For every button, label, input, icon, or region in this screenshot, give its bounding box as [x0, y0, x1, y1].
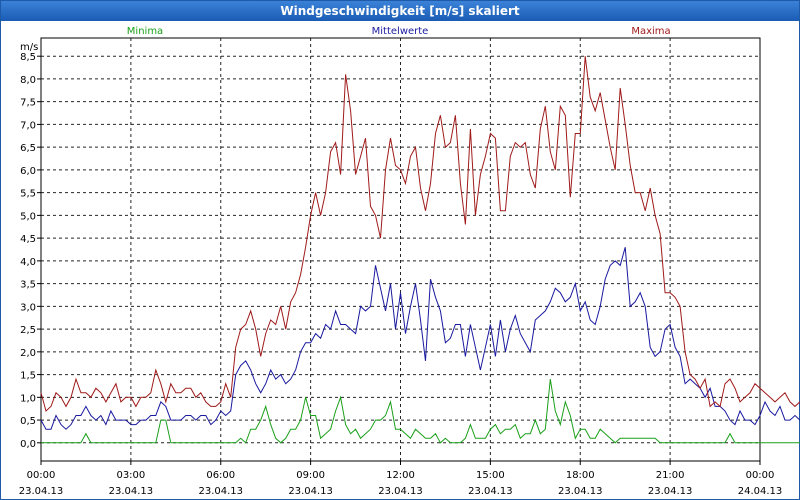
legend-maxima: Maxima — [631, 26, 670, 37]
y-tick-label: 6,0 — [20, 166, 36, 177]
series-line-maxima — [40, 56, 800, 412]
y-tick-label: 7,5 — [20, 98, 36, 109]
x-tick-time: 00:00 — [746, 470, 775, 481]
x-tick-date: 23.04.13 — [109, 486, 154, 497]
y-tick-label: 2,0 — [20, 348, 36, 359]
x-tick-time: 00:00 — [27, 470, 56, 481]
y-tick-label: 1,5 — [20, 371, 36, 382]
series-lines — [40, 56, 800, 444]
legend: Minima Mittelwerte Maxima — [127, 26, 671, 37]
series-line-mittelwerte — [40, 247, 800, 430]
y-tick-label: 1,0 — [20, 393, 36, 404]
tick-labels: 0,0 0,5 1,0 1,5 2,0 2,5 3,0 3,5 4,0 4,5 5,0 5,5 6,0 6… — [19, 52, 783, 497]
y-tick-label: 8,0 — [20, 75, 36, 86]
y-tick-label: 5,5 — [20, 189, 36, 200]
x-tick-date: 23.04.13 — [198, 486, 243, 497]
y-axis-label: m/s — [20, 42, 38, 53]
x-tick-date: 23.04.13 — [19, 486, 64, 497]
x-tick-time: 09:00 — [296, 470, 325, 481]
legend-mittelwerte: Mittelwerte — [372, 26, 429, 37]
y-tick-label: 3,0 — [20, 302, 36, 313]
y-tick-label: 7,0 — [20, 120, 36, 131]
y-tick-label: 3,5 — [20, 280, 36, 291]
y-tick-label: 5,0 — [20, 211, 36, 222]
y-tick-label: 6,5 — [20, 143, 36, 154]
x-tick-date: 23.04.13 — [648, 486, 693, 497]
y-tick-label: 2,5 — [20, 325, 36, 336]
x-tick-time: 18:00 — [566, 470, 595, 481]
x-tick-time: 15:00 — [476, 470, 505, 481]
legend-minima: Minima — [127, 26, 163, 37]
y-tick-label: 8,5 — [20, 52, 36, 63]
x-tick-time: 21:00 — [656, 470, 685, 481]
y-tick-label: 0,5 — [20, 416, 36, 427]
y-tick-label: 4,0 — [20, 257, 36, 268]
x-tick-date: 23.04.13 — [558, 486, 603, 497]
x-tick-time: 12:00 — [386, 470, 415, 481]
x-tick-time: 03:00 — [116, 470, 145, 481]
window-title: Windgeschwindigkeit [m/s] skaliert — [1, 1, 799, 21]
grid — [41, 38, 760, 461]
x-tick-date: 23.04.13 — [288, 486, 333, 497]
x-tick-date: 24.04.13 — [738, 486, 783, 497]
series-line-minima — [41, 379, 800, 444]
x-tick-time: 06:00 — [206, 470, 235, 481]
x-tick-date: 23.04.13 — [468, 486, 513, 497]
plot-frame — [40, 37, 761, 462]
y-tick-label: 0,0 — [20, 439, 36, 450]
axes — [37, 37, 761, 465]
y-tick-label: 4,5 — [20, 234, 36, 245]
x-tick-date: 23.04.13 — [378, 486, 423, 497]
